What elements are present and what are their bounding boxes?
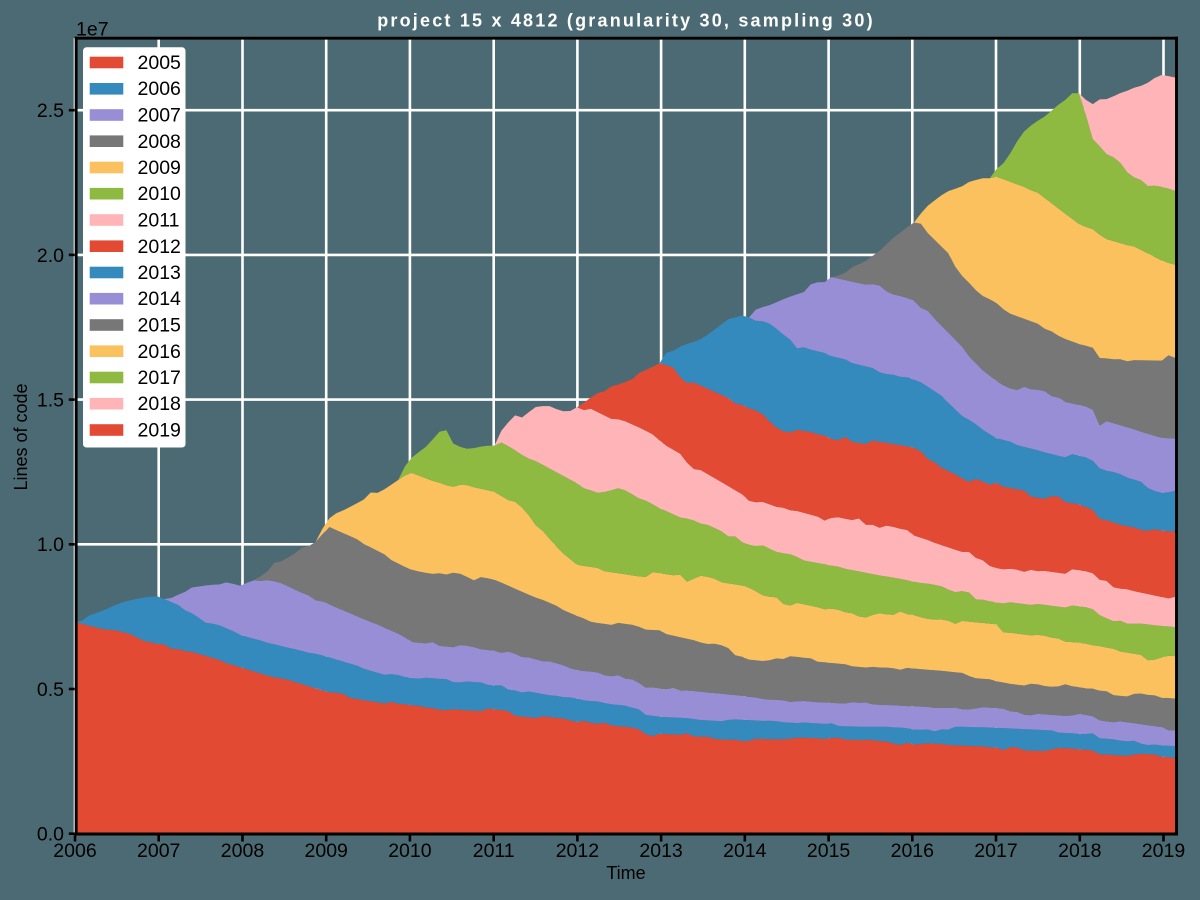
svg-text:2013: 2013: [138, 262, 181, 284]
svg-text:2006: 2006: [138, 78, 181, 100]
svg-text:2011: 2011: [138, 210, 180, 232]
svg-text:2014: 2014: [138, 288, 182, 310]
svg-text:2007: 2007: [138, 105, 181, 127]
svg-text:0.0: 0.0: [37, 824, 64, 846]
svg-text:2009: 2009: [305, 840, 348, 862]
svg-text:2016: 2016: [891, 840, 934, 862]
svg-text:1.5: 1.5: [37, 390, 64, 412]
svg-text:2005: 2005: [138, 52, 182, 74]
svg-text:2014: 2014: [723, 840, 767, 862]
svg-text:1.0: 1.0: [37, 534, 64, 556]
svg-text:Lines of code: Lines of code: [11, 383, 31, 490]
svg-text:2018: 2018: [138, 393, 181, 415]
svg-text:2010: 2010: [388, 840, 432, 862]
svg-text:2019: 2019: [138, 420, 181, 442]
svg-text:project 15 x 4812 (granularity: project 15 x 4812 (granularity 30, sampl…: [377, 11, 875, 31]
svg-text:2007: 2007: [137, 840, 180, 862]
svg-text:2017: 2017: [974, 840, 1017, 862]
svg-text:2008: 2008: [221, 840, 264, 862]
svg-text:2013: 2013: [639, 840, 682, 862]
svg-text:0.5: 0.5: [37, 679, 64, 701]
svg-text:2016: 2016: [138, 341, 181, 363]
svg-text:2015: 2015: [138, 315, 182, 337]
svg-text:2015: 2015: [807, 840, 851, 862]
svg-text:1e7: 1e7: [76, 19, 109, 41]
svg-text:2011: 2011: [473, 840, 515, 862]
svg-text:2012: 2012: [138, 236, 181, 258]
svg-text:2019: 2019: [1142, 840, 1185, 862]
svg-text:2.0: 2.0: [37, 245, 64, 267]
svg-text:2017: 2017: [138, 367, 181, 389]
svg-text:2.5: 2.5: [37, 100, 64, 122]
svg-text:2012: 2012: [556, 840, 599, 862]
svg-text:2018: 2018: [1058, 840, 1101, 862]
svg-text:2008: 2008: [138, 131, 181, 153]
svg-text:Time: Time: [606, 863, 645, 883]
svg-text:2009: 2009: [138, 157, 181, 179]
svg-text:2006: 2006: [53, 840, 96, 862]
svg-text:2010: 2010: [138, 183, 182, 205]
